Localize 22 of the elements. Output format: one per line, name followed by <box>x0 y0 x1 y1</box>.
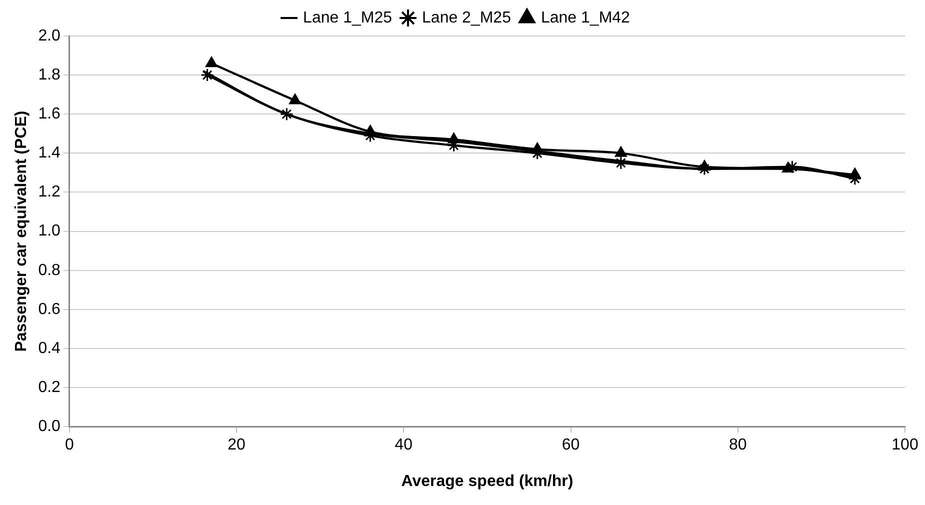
x-tick-label: 0 <box>64 436 74 454</box>
y-tick-label: 1.6 <box>38 106 61 123</box>
x-tick-label: 80 <box>728 436 747 454</box>
y-tick-label: 0.2 <box>38 378 61 396</box>
x-tick-label: 20 <box>228 436 246 454</box>
y-tick-label: 1.8 <box>38 66 61 84</box>
y-tick-label: 1.2 <box>38 184 61 201</box>
x-tick-label: 40 <box>394 436 413 454</box>
legend-label: Lane 1_M25 <box>303 9 392 26</box>
y-tick-label: 1.0 <box>38 222 61 240</box>
y-tick-label: 0.8 <box>38 262 61 279</box>
x-axis-title: Average speed (km/hr) <box>401 472 574 490</box>
y-axis-title: Passenger car equivalent (PCE) <box>13 110 30 352</box>
x-tick-label: 60 <box>562 436 580 454</box>
legend-label: Lane 1_M42 <box>540 9 630 26</box>
y-tick-label: 0.0 <box>38 418 61 436</box>
y-tick-label: 1.4 <box>38 144 61 162</box>
y-tick-label: 0.6 <box>38 300 61 318</box>
legend-label: Lane 2_M25 <box>422 9 512 26</box>
x-tick-label: 100 <box>892 436 918 454</box>
y-tick-label: 0.4 <box>38 340 61 357</box>
y-tick-label: 2.0 <box>38 27 61 44</box>
